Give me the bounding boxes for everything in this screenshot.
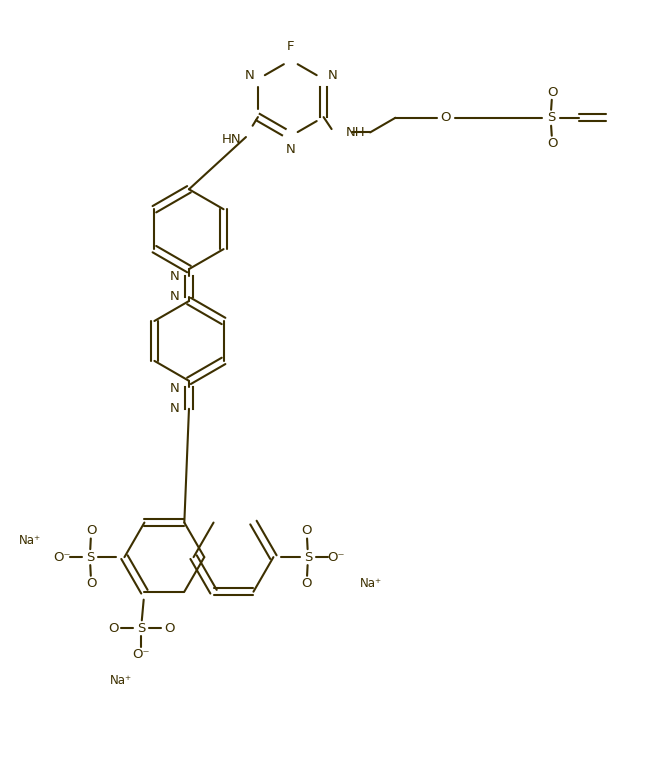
Text: O: O bbox=[547, 86, 558, 99]
Text: O: O bbox=[301, 524, 312, 537]
Text: N: N bbox=[170, 290, 179, 303]
Text: O: O bbox=[547, 136, 558, 150]
Text: N: N bbox=[286, 143, 296, 156]
Text: N: N bbox=[244, 69, 254, 81]
Text: N: N bbox=[170, 270, 179, 283]
Text: O: O bbox=[108, 622, 118, 635]
Text: F: F bbox=[287, 40, 295, 53]
Text: S: S bbox=[137, 622, 145, 635]
Text: N: N bbox=[327, 69, 337, 81]
Text: Na⁺: Na⁺ bbox=[110, 673, 132, 687]
Text: O⁻: O⁻ bbox=[53, 550, 71, 563]
Text: S: S bbox=[547, 112, 555, 124]
Text: NH: NH bbox=[346, 126, 366, 139]
Text: S: S bbox=[86, 550, 94, 563]
Text: Na⁺: Na⁺ bbox=[360, 577, 382, 591]
Text: HN: HN bbox=[222, 133, 241, 146]
Text: O: O bbox=[301, 577, 312, 591]
Text: S: S bbox=[304, 550, 312, 563]
Text: O⁻: O⁻ bbox=[327, 550, 345, 563]
Text: O: O bbox=[164, 622, 174, 635]
Text: N: N bbox=[170, 401, 179, 415]
Text: O⁻: O⁻ bbox=[132, 649, 150, 661]
Text: O: O bbox=[86, 524, 96, 537]
Text: O: O bbox=[86, 577, 96, 591]
Text: Na⁺: Na⁺ bbox=[19, 534, 41, 547]
Text: N: N bbox=[170, 381, 179, 394]
Text: O: O bbox=[441, 112, 452, 124]
